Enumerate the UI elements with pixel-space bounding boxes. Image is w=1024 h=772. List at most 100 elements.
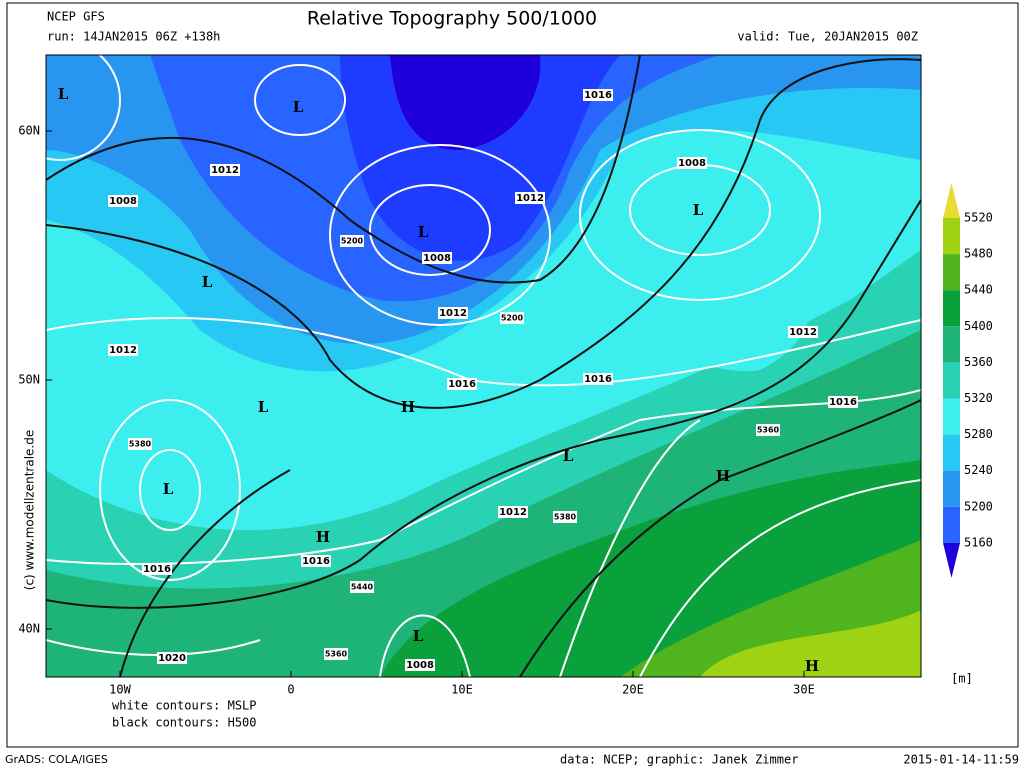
contour-label: 5200 xyxy=(341,237,364,246)
label-bg xyxy=(301,555,331,567)
legend-label: 5480 xyxy=(964,247,993,261)
contour-label: 1008 xyxy=(423,253,451,264)
lon-label: 10E xyxy=(451,683,473,697)
pressure-center: L xyxy=(418,223,429,241)
lon-label: 10W xyxy=(109,683,131,697)
model: NCEP GFS xyxy=(47,10,105,24)
label-bg xyxy=(157,652,187,664)
contour-label: 1012 xyxy=(211,165,239,176)
pressure-center: H xyxy=(316,528,330,546)
pressure-center: L xyxy=(258,398,269,416)
title: Relative Topography 500/1000 xyxy=(307,8,597,30)
plot-border xyxy=(45,54,922,678)
label-bg xyxy=(583,373,613,385)
pressure-center: L xyxy=(563,447,574,465)
legend-label: 5440 xyxy=(964,283,993,297)
contour-label: 5380 xyxy=(554,513,577,522)
contour-label: 1016 xyxy=(584,374,612,385)
legend-label: 5240 xyxy=(964,463,993,477)
color-legend: 5520 5480 5440 5400 5360 5320 5280 5240 5200 5160… xyxy=(943,183,993,686)
contour-label: 1012 xyxy=(789,327,817,338)
legend-label: 5360 xyxy=(964,355,993,369)
label-bg xyxy=(350,581,374,593)
map-fields xyxy=(46,55,921,677)
label-bg xyxy=(828,396,858,408)
field xyxy=(390,55,541,150)
contour-label: 1016 xyxy=(448,379,476,390)
label-bg xyxy=(515,192,545,204)
ticks: 60N 50N 40N 10W 0 10E 20E 30E xyxy=(18,124,815,697)
note: white contours: MSLP xyxy=(112,699,257,713)
lat-label: 50N xyxy=(18,373,40,387)
run: run: 14JAN2015 06Z +138h xyxy=(47,30,220,44)
contour-label: 5360 xyxy=(325,650,348,659)
label-bg xyxy=(677,157,707,169)
label-bg xyxy=(583,89,613,101)
legend-box xyxy=(943,254,960,291)
legend-box xyxy=(943,326,960,363)
label-bg xyxy=(324,648,348,660)
legend-label: 5280 xyxy=(964,427,993,441)
legend-arrow xyxy=(943,542,960,578)
contour-label: 1012 xyxy=(516,193,544,204)
contour-label: 1008 xyxy=(678,158,706,169)
label-bg xyxy=(142,563,172,575)
valid: valid: Tue, 20JAN2015 00Z xyxy=(737,30,918,44)
legend-label: 5400 xyxy=(964,319,993,333)
contour-label: 5380 xyxy=(129,440,152,449)
footer-right: 2015-01-14-11:59 xyxy=(903,753,1019,767)
label-bg xyxy=(422,252,452,264)
watermark: (c) www.modellzentrale.de xyxy=(23,430,37,590)
legend-label: 5160 xyxy=(964,535,993,549)
contour-label: 1012 xyxy=(439,308,467,319)
field xyxy=(600,165,813,372)
contour-label: 1020 xyxy=(158,653,186,664)
contour-label: 1016 xyxy=(302,556,330,567)
contour-label: 1016 xyxy=(829,397,857,408)
pressure-center: L xyxy=(58,85,69,103)
contour-label: 5200 xyxy=(501,314,524,323)
contour-label: 1016 xyxy=(143,564,171,575)
legend-box xyxy=(943,506,960,543)
contour-label: 5440 xyxy=(351,583,374,592)
legend-box xyxy=(943,434,960,471)
pressure-center: H xyxy=(805,657,819,675)
label-bg xyxy=(447,378,477,390)
pressure-center: L xyxy=(202,273,213,291)
legend-box xyxy=(943,398,960,435)
label-bg xyxy=(405,659,435,671)
legend-box xyxy=(943,470,960,507)
contour-label: 1012 xyxy=(499,507,527,518)
pressure-center: L xyxy=(293,98,304,116)
label-bg xyxy=(108,344,138,356)
label-bg xyxy=(438,307,468,319)
legend-box xyxy=(943,218,960,255)
lat-label: 60N xyxy=(18,124,40,138)
field xyxy=(700,610,921,677)
contour-label: 1008 xyxy=(406,660,434,671)
contour-label: 1008 xyxy=(109,196,137,207)
label-bg xyxy=(210,164,240,176)
label-bg xyxy=(756,424,780,436)
lon-label: 30E xyxy=(793,683,815,697)
contour-label: 1012 xyxy=(109,345,137,356)
label-bg xyxy=(128,438,152,450)
legend-label: 5520 xyxy=(964,211,993,225)
pressure-center: H xyxy=(401,398,415,416)
lon-label: 20E xyxy=(622,683,644,697)
legend-label: 5320 xyxy=(964,391,993,405)
lat-label: 40N xyxy=(18,622,40,636)
legend-arrow xyxy=(943,183,960,218)
legend-unit: [m] xyxy=(951,672,973,686)
legend-box xyxy=(943,290,960,327)
label-bg xyxy=(553,511,577,523)
pressure-center: L xyxy=(163,480,174,498)
contour-label: 5360 xyxy=(757,426,780,435)
h500-contours xyxy=(46,55,921,677)
lon-label: 0 xyxy=(287,683,294,697)
contour-label: 1016 xyxy=(584,90,612,101)
label-bg xyxy=(788,326,818,338)
footer-left: GrADS: COLA/IGES xyxy=(5,753,108,766)
